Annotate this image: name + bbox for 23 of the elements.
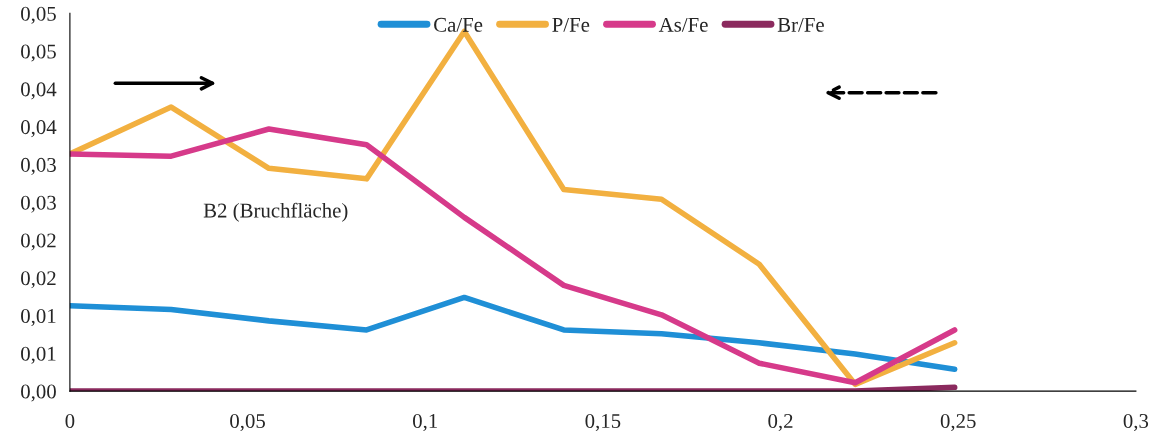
legend-label: As/Fe [658, 17, 708, 32]
y-tick-label: 0,04 [21, 82, 57, 100]
y-tick-label: 0,03 [21, 195, 56, 213]
y-tick-label: 0,02 [21, 271, 56, 289]
x-tick-label: 0,15 [585, 413, 621, 432]
legend-label: Ca/Fe [434, 17, 483, 32]
legend-label: Br/Fe [777, 17, 824, 32]
y-tick-label: 0,05 [21, 44, 56, 62]
x-tick-label: 0 [65, 413, 75, 429]
x-tick-label: 0,05 [230, 413, 265, 432]
y-tick-label: 0,05 [21, 6, 56, 24]
y-tick-label: 0,01 [21, 346, 56, 364]
legend-label: P/Fe [552, 17, 590, 32]
x-tick-label: 0,1 [413, 413, 437, 432]
x-tick-label: 0,25 [940, 413, 976, 432]
y-tick-label: 0,04 [21, 120, 57, 138]
y-tick-label: 0,01 [21, 308, 56, 327]
y-tick-label: 0,03 [21, 157, 56, 175]
annotation: B2 (Bruchfläche) [203, 202, 348, 222]
x-tick-label: 0,3 [1123, 413, 1149, 432]
y-tick-label: 0,00 [21, 384, 56, 402]
x-tick-label: 0,2 [768, 413, 793, 432]
y-tick-label: 0,02 [21, 233, 56, 251]
